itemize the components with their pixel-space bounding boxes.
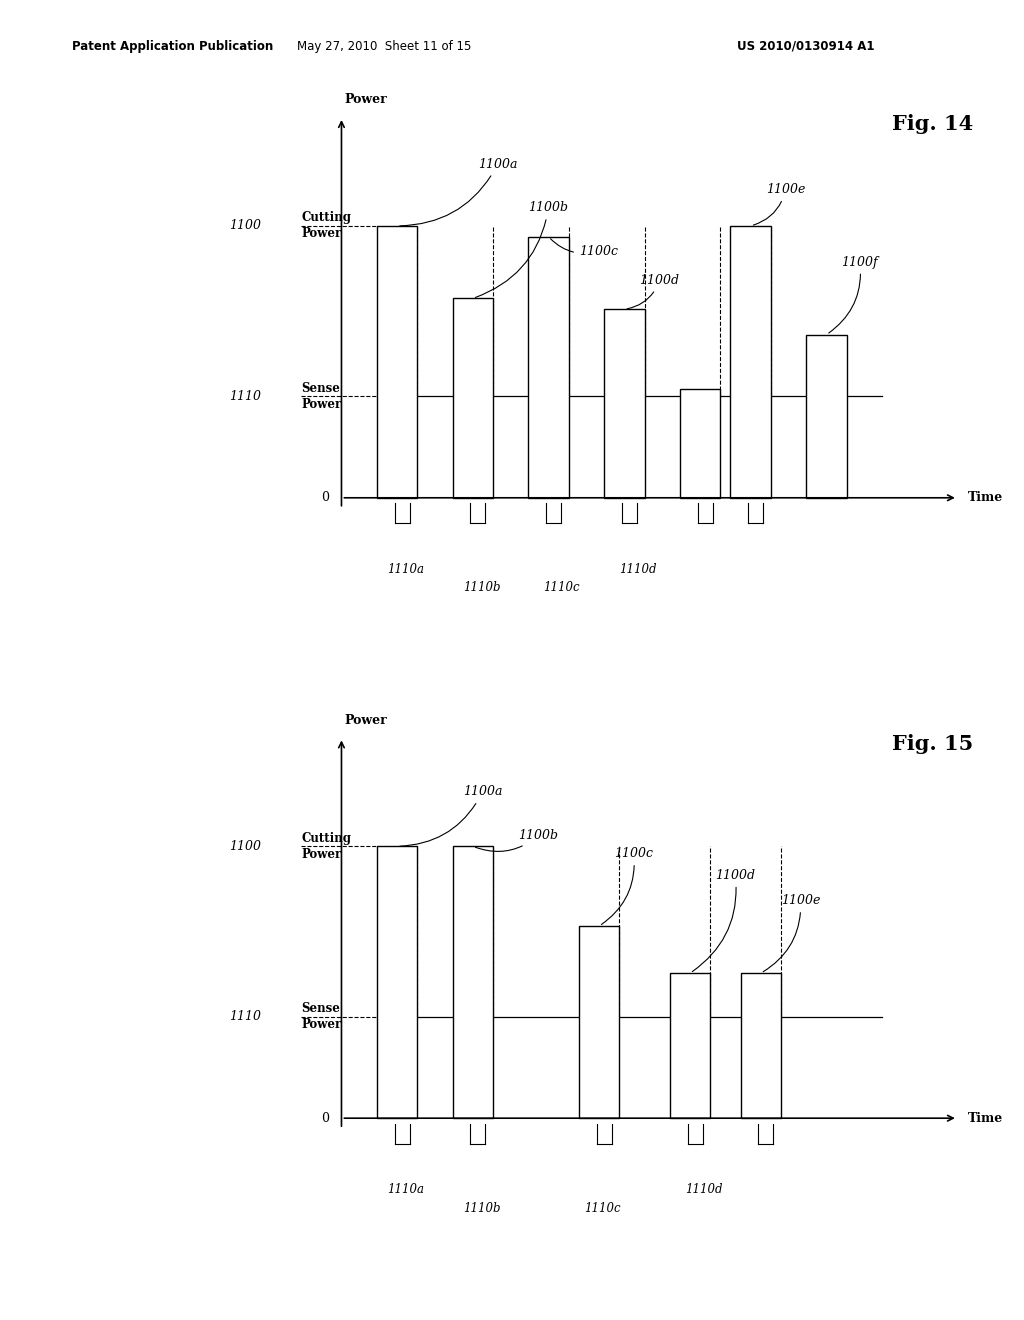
Text: 1100: 1100 bbox=[228, 840, 261, 853]
Text: 1100b: 1100b bbox=[475, 201, 568, 297]
Text: 0: 0 bbox=[321, 1111, 329, 1125]
Text: 1100d: 1100d bbox=[627, 273, 680, 309]
Text: 1110b: 1110b bbox=[463, 1201, 500, 1214]
Text: 1100a: 1100a bbox=[399, 158, 517, 226]
Text: Fig. 14: Fig. 14 bbox=[892, 114, 973, 133]
Text: 0: 0 bbox=[321, 491, 329, 504]
Text: 1110d: 1110d bbox=[685, 1184, 723, 1196]
Text: 1110a: 1110a bbox=[387, 1184, 424, 1196]
Text: Time: Time bbox=[968, 1111, 1004, 1125]
Bar bbox=[377, 846, 417, 1118]
Text: 1100f: 1100f bbox=[828, 256, 879, 333]
Text: Time: Time bbox=[968, 491, 1004, 504]
Text: 1100e: 1100e bbox=[754, 183, 805, 226]
Bar bbox=[806, 335, 847, 498]
Bar bbox=[740, 973, 781, 1118]
Bar bbox=[670, 973, 711, 1118]
Text: Power: Power bbox=[344, 714, 387, 726]
Text: Cutting
Power: Cutting Power bbox=[301, 211, 351, 240]
Text: 1110: 1110 bbox=[228, 1010, 261, 1023]
Bar bbox=[680, 389, 720, 498]
Text: 1100c: 1100c bbox=[551, 239, 617, 257]
Bar bbox=[453, 298, 493, 498]
Text: US 2010/0130914 A1: US 2010/0130914 A1 bbox=[737, 40, 874, 53]
Text: 1110d: 1110d bbox=[620, 564, 656, 576]
Text: 1110c: 1110c bbox=[584, 1201, 621, 1214]
Bar bbox=[528, 236, 568, 498]
Text: 1100d: 1100d bbox=[692, 869, 756, 972]
Text: 1110b: 1110b bbox=[463, 581, 500, 594]
Bar bbox=[377, 226, 417, 498]
Text: 1100b: 1100b bbox=[475, 829, 558, 851]
Text: 1110a: 1110a bbox=[387, 564, 424, 576]
Text: May 27, 2010  Sheet 11 of 15: May 27, 2010 Sheet 11 of 15 bbox=[297, 40, 471, 53]
Text: 1110: 1110 bbox=[228, 389, 261, 403]
Text: Sense
Power: Sense Power bbox=[301, 381, 341, 411]
Text: 1100: 1100 bbox=[228, 219, 261, 232]
Text: 1100c: 1100c bbox=[601, 847, 653, 924]
Text: Patent Application Publication: Patent Application Publication bbox=[72, 40, 273, 53]
Text: Cutting
Power: Cutting Power bbox=[301, 832, 351, 861]
Bar bbox=[453, 846, 493, 1118]
Text: Fig. 15: Fig. 15 bbox=[892, 734, 973, 754]
Bar bbox=[604, 309, 644, 498]
Text: 1110c: 1110c bbox=[544, 581, 581, 594]
Text: Power: Power bbox=[344, 94, 387, 106]
Bar bbox=[579, 927, 620, 1118]
Text: 1100e: 1100e bbox=[763, 894, 820, 972]
Text: Sense
Power: Sense Power bbox=[301, 1002, 341, 1031]
Text: 1100a: 1100a bbox=[399, 785, 502, 846]
Bar bbox=[730, 226, 771, 498]
